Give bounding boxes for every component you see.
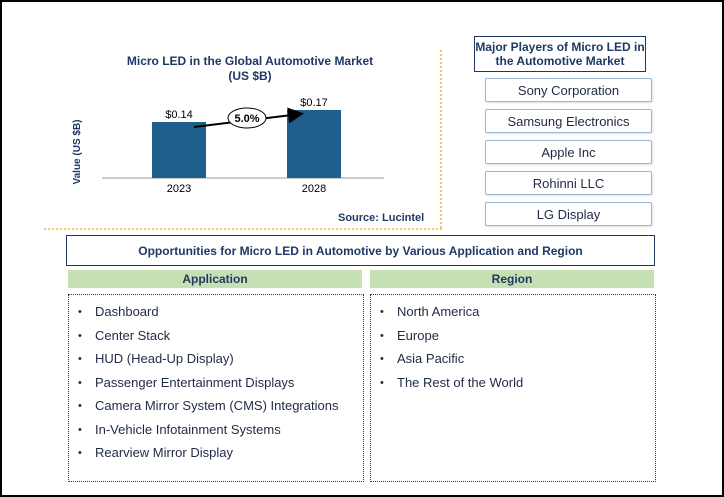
application-item: • Center Stack: [69, 327, 363, 351]
players-title: Major Players of Micro LED in the Automo…: [474, 36, 646, 72]
bullet-icon: •: [78, 353, 82, 365]
bar-2028: [287, 110, 341, 178]
bullet-icon: •: [78, 400, 82, 412]
player-item: Apple Inc: [485, 140, 652, 164]
region-label: Asia Pacific: [397, 351, 465, 366]
region-list-box: • North America • Europe • Asia Pacific • Th…: [370, 294, 656, 482]
application-label: Rearview Mirror Display: [95, 445, 233, 460]
bullet-icon: •: [78, 306, 82, 318]
player-item: Rohinni LLC: [485, 171, 652, 195]
bullet-icon: •: [380, 329, 384, 342]
application-list-box: • Dashboard • Center Stack • HUD (Head-Up D…: [68, 294, 364, 482]
horizontal-divider: [44, 228, 442, 230]
player-item: LG Display: [485, 202, 652, 226]
cagr-ellipse: [227, 107, 267, 129]
application-item: • HUD (Head-Up Display): [69, 350, 363, 374]
chart-title-line2: (US $B): [228, 69, 272, 83]
players-list: Sony Corporation Samsung Electronics App…: [485, 78, 652, 233]
application-label: Passenger Entertainment Displays: [95, 374, 295, 390]
region-list: • North America • Europe • Asia Pacific • Th…: [371, 295, 655, 397]
vertical-divider: [440, 50, 442, 228]
application-label: Dashboard: [95, 304, 159, 319]
chart-title-line1: Micro LED in the Global Automotive Marke…: [126, 54, 374, 68]
application-label: HUD (Head-Up Display): [95, 351, 234, 366]
region-item: • Asia Pacific: [371, 350, 655, 374]
x-tick-label: 2023: [167, 183, 191, 195]
application-label: Camera Mirror System (CMS) Integrations: [95, 398, 339, 413]
bar-2023: [152, 122, 206, 178]
application-list: • Dashboard • Center Stack • HUD (Head-Up D…: [69, 295, 363, 468]
bullet-icon: •: [78, 376, 82, 389]
bullet-icon: •: [380, 376, 384, 389]
region-item: • North America: [371, 303, 655, 327]
player-item: Sony Corporation: [485, 78, 652, 102]
bar-value-label: $0.14: [165, 109, 193, 121]
opportunities-title: Opportunities for Micro LED in Automotiv…: [66, 235, 655, 266]
bar-value-label: $0.17: [300, 97, 328, 109]
bullet-icon: •: [78, 423, 82, 436]
region-label: The Rest of the World: [397, 374, 524, 390]
chart-source: Source: Lucintel: [338, 212, 425, 224]
region-header: Region: [370, 270, 654, 288]
bullet-icon: •: [380, 306, 384, 318]
application-label: Center Stack: [95, 327, 171, 343]
region-item: • Europe: [371, 327, 655, 351]
y-axis-label: Value (US $B): [72, 119, 83, 184]
application-item: • Camera Mirror System (CMS) Integrations: [69, 397, 363, 421]
application-item: • Dashboard: [69, 303, 363, 327]
chart-title: Micro LED in the Global Automotive Marke…: [100, 54, 400, 84]
bars-layer: $0.14 2023 $0.17 2028: [152, 97, 341, 195]
region-label: Europe: [397, 327, 439, 343]
bar-chart: Value (US $B) $0.14 2023 $0.17 2028 5.0%: [72, 97, 384, 195]
application-item: • Rearview Mirror Display: [69, 444, 363, 468]
player-item: Samsung Electronics: [485, 109, 652, 133]
application-item: • Passenger Entertainment Displays: [69, 374, 363, 398]
application-header: Application: [68, 270, 362, 288]
region-label: North America: [397, 304, 480, 319]
bullet-icon: •: [380, 353, 384, 365]
cagr-label: 5.0%: [234, 113, 259, 125]
application-label: In-Vehicle Infotainment Systems: [95, 421, 281, 437]
bullet-icon: •: [78, 329, 82, 342]
x-tick-label: 2028: [302, 183, 326, 195]
bullet-icon: •: [78, 447, 82, 459]
region-item: • The Rest of the World: [371, 374, 655, 398]
application-item: • In-Vehicle Infotainment Systems: [69, 421, 363, 445]
